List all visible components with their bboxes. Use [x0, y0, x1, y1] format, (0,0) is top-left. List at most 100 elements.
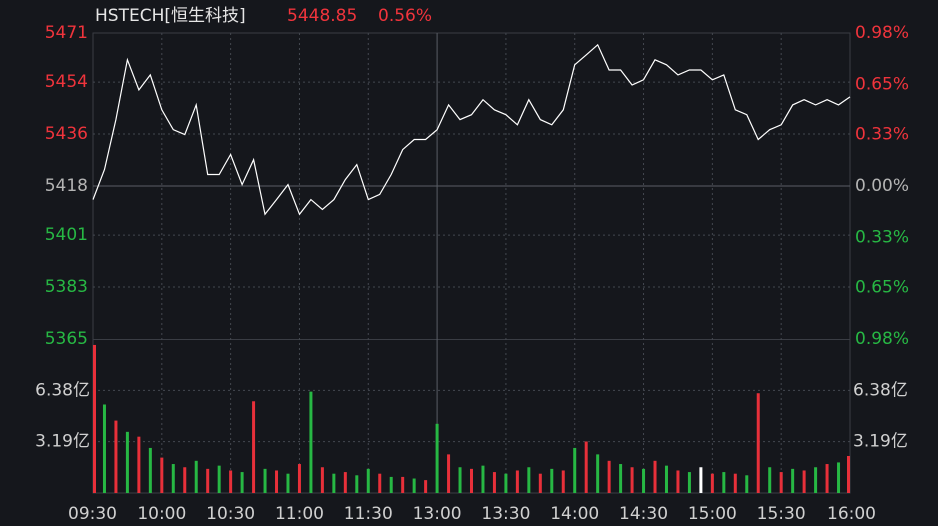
volume-bar: [699, 467, 703, 493]
volume-bar: [217, 465, 221, 493]
volume-bar: [275, 470, 279, 493]
y-tick-label: 5383: [45, 277, 88, 297]
volume-bar: [240, 472, 244, 493]
volume-bar: [320, 467, 324, 493]
volume-bar: [573, 447, 577, 493]
volume-bar: [779, 472, 783, 493]
x-tick-label: 14:30: [619, 504, 668, 524]
plot-frame: [92, 32, 851, 494]
volume-bar: [584, 441, 588, 493]
volume-bar: [847, 455, 850, 493]
x-tick-label: 11:00: [275, 504, 324, 524]
x-tick-label: 10:30: [206, 504, 255, 524]
volume-bar: [710, 473, 714, 493]
x-tick-label: 13:30: [481, 504, 530, 524]
volume-bar: [664, 465, 668, 493]
y2-tick-label: 3.19亿: [853, 432, 908, 452]
volume-bar: [378, 473, 382, 493]
volume-bar: [504, 473, 508, 493]
volume-bar: [171, 464, 175, 493]
volume-bar: [791, 468, 795, 493]
volume-bar: [756, 393, 760, 493]
volume-bar: [102, 404, 106, 493]
volume-bar: [137, 436, 141, 493]
volume-bar: [93, 344, 96, 493]
volume-bar: [470, 468, 473, 493]
volume-bar: [389, 476, 393, 493]
volume-bar: [492, 472, 496, 493]
volume-bar: [538, 473, 542, 493]
y-tick-label: 5418: [45, 176, 88, 196]
volume-bar: [252, 401, 256, 493]
volume-bar: [458, 467, 462, 493]
y-tick-label: 3.19亿: [35, 432, 90, 452]
x-tick-label: 16:00: [827, 504, 876, 524]
volume-bar: [355, 475, 359, 493]
volume-bar: [435, 423, 439, 493]
volume-bar: [148, 447, 152, 493]
change-percent: 0.56%: [378, 6, 432, 26]
x-tick-label: 11:30: [344, 504, 393, 524]
x-tick-label: 13:00: [413, 504, 462, 524]
volume-bar: [619, 464, 623, 493]
volume-bar: [527, 467, 531, 493]
volume-bar: [814, 467, 818, 493]
volume-bar: [309, 391, 313, 493]
x-tick-label: 15:00: [688, 504, 737, 524]
volume-bar: [550, 468, 554, 493]
y2-tick-label: 0.98%: [855, 23, 909, 43]
volume-bar: [768, 467, 772, 493]
volume-bar: [596, 454, 600, 493]
volume-bar: [125, 431, 129, 493]
x-tick-label: 14:00: [550, 504, 599, 524]
volume-bar: [733, 473, 737, 493]
volume-bar: [481, 465, 485, 493]
volume-bar: [802, 470, 806, 493]
volume-bar: [332, 473, 336, 493]
y-tick-label: 5471: [45, 23, 88, 43]
volume-bar: [630, 467, 634, 493]
volume-bar: [160, 457, 164, 493]
volume-bar: [447, 454, 451, 493]
volume-bar: [424, 480, 428, 493]
volume-bar: [114, 420, 118, 493]
volume-bar: [366, 468, 370, 493]
y-tick-label: 6.38亿: [35, 380, 90, 400]
y-tick-label: 5401: [45, 225, 88, 245]
volume-bar: [607, 460, 611, 493]
volume-bar: [263, 468, 267, 493]
volume-bar: [412, 478, 416, 493]
volume-bar: [676, 470, 680, 493]
y2-tick-label: 0.00%: [855, 176, 909, 196]
volume-bar: [687, 472, 691, 493]
last-price: 5448.85: [287, 6, 357, 26]
price-line: [92, 43, 851, 216]
y2-tick-label: 6.38亿: [853, 380, 908, 400]
volume-bar: [653, 460, 657, 493]
chart-title: HSTECH[恒生科技]: [95, 6, 246, 26]
volume-bar: [515, 470, 519, 493]
y-tick-label: 5365: [45, 329, 88, 349]
volume-bar: [183, 467, 187, 493]
volume-bar: [825, 464, 829, 493]
x-tick-label: 15:30: [757, 504, 806, 524]
y2-tick-label: 0.65%: [855, 277, 909, 297]
volume-bar: [297, 464, 301, 493]
volume-bar: [837, 462, 841, 493]
x-tick-label: 09:30: [68, 504, 117, 524]
volume-bar: [722, 472, 726, 493]
y2-tick-label: 0.33%: [855, 124, 909, 144]
y2-tick-label: 0.33%: [855, 228, 909, 248]
volume-bar: [206, 468, 210, 493]
y2-tick-label: 0.65%: [855, 75, 909, 95]
y-tick-label: 5436: [45, 124, 88, 144]
volume-bar: [343, 472, 347, 493]
y2-tick-label: 0.98%: [855, 329, 909, 349]
volume-bar: [561, 470, 565, 493]
y-tick-label: 5454: [45, 72, 88, 92]
volume-bar: [229, 470, 233, 493]
volume-bar: [401, 476, 405, 493]
volume-bar: [194, 460, 198, 493]
